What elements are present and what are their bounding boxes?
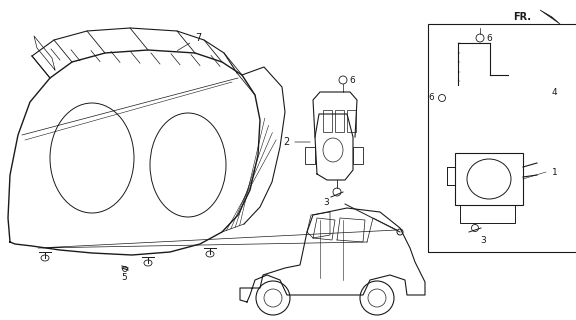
- Text: 1: 1: [552, 167, 558, 177]
- Text: 2: 2: [283, 137, 310, 147]
- Text: 7: 7: [177, 33, 201, 51]
- Bar: [460, 205, 515, 223]
- Text: 4: 4: [552, 87, 558, 97]
- Text: 3: 3: [323, 198, 329, 207]
- Text: 5: 5: [121, 273, 127, 282]
- Bar: [455, 153, 523, 205]
- Polygon shape: [540, 10, 560, 24]
- Bar: [347, 110, 356, 132]
- Bar: [323, 110, 332, 132]
- Text: 3: 3: [480, 236, 486, 245]
- Bar: [428, 24, 576, 252]
- Bar: [335, 110, 344, 132]
- Text: 6: 6: [349, 76, 355, 84]
- Text: 6: 6: [486, 34, 492, 43]
- Text: 6: 6: [428, 93, 434, 102]
- Text: FR.: FR.: [513, 12, 531, 22]
